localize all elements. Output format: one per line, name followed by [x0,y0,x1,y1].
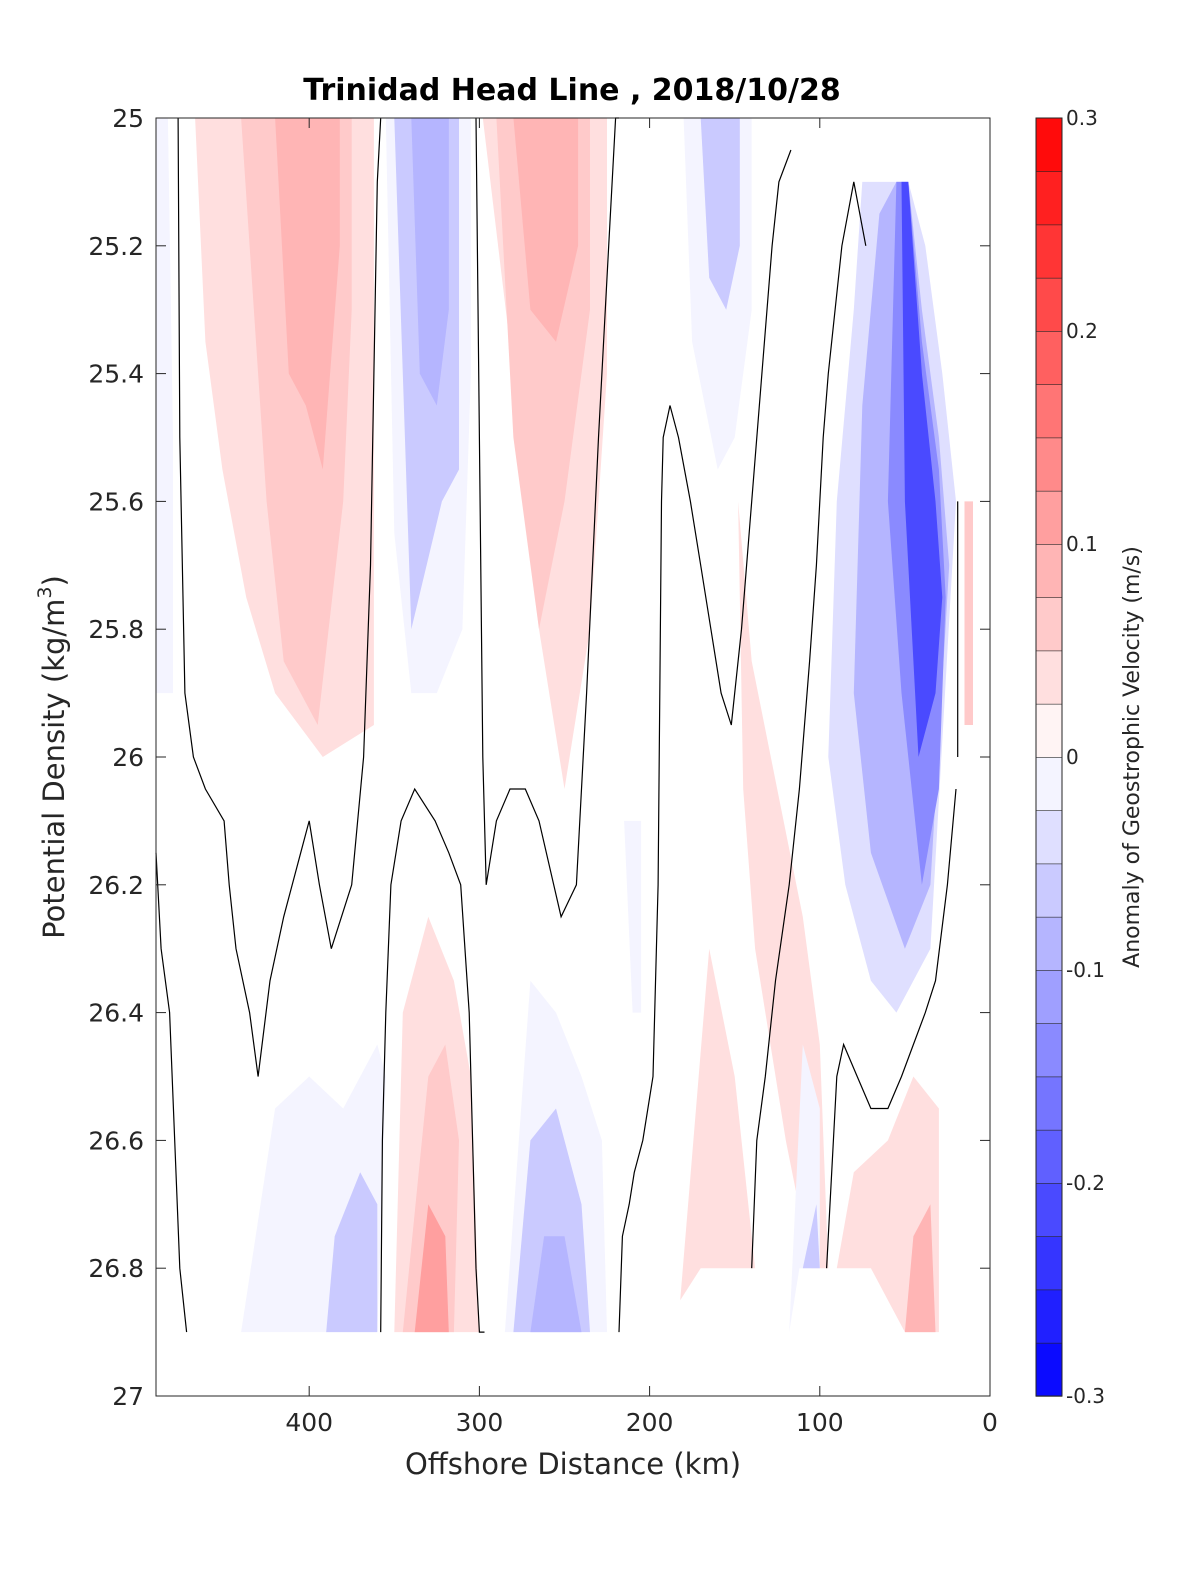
y-tick-label: 25.2 [88,232,144,261]
colorbar-tick-label: -0.2 [1066,1171,1105,1195]
colorbar-band [1035,1235,1063,1291]
contour-region-31 [904,1204,936,1333]
contour-region-25 [530,1236,582,1333]
y-tick-label: 26.4 [88,999,144,1028]
y-tick-label: 25.4 [88,360,144,389]
colorbar-label: Anomaly of Geostrophic Velocity (m/s) [1120,546,1145,968]
colorbar-frame [1035,117,1063,1397]
contour-region-22 [414,1204,449,1333]
plot-area [155,117,991,1397]
colorbar-band [1035,170,1063,226]
y-tick-label: 25.6 [88,487,144,516]
contour-region-29 [802,1204,820,1269]
zero-contour-line-0 [177,117,382,1077]
zero-contour-line-1 [155,852,188,1333]
colorbar-tick-label: 0.1 [1066,532,1098,556]
y-tick-label: 27 [112,1382,144,1411]
y-tick-label: 26.8 [88,1254,144,1283]
colorbar-band [1035,383,1063,439]
contour-region-6 [411,118,449,406]
colorbar-band [1035,490,1063,545]
zero-contour-line-3 [475,117,619,919]
y-axis-label-close: ) [37,575,71,586]
colorbar-tick-label: -0.1 [1066,958,1105,982]
colorbar-band [1035,1129,1063,1184]
colorbar-ticks: 0.3 0.2 0.1 0 -0.1 -0.2 -0.3 [1066,106,1105,1408]
colorbar-band [1035,650,1063,705]
zero-contour-line-4 [618,149,792,1333]
colorbar-band [1035,330,1063,385]
contour-fill-layer [156,118,973,1333]
colorbar-band [1035,863,1063,918]
colorbar-band [1035,703,1063,758]
colorbar-tick-label: 0.3 [1066,106,1098,130]
chart-title: Trinidad Head Line , 2018/10/28 [303,73,840,108]
colorbar-band [1035,117,1063,172]
zero-contour-layer [155,117,959,1333]
contour-region-9 [513,118,579,342]
colorbar-band [1035,437,1063,492]
y-tick-label: 26.6 [88,1126,144,1155]
colorbar-band [1035,1342,1063,1397]
contour-region-26 [624,820,642,1013]
x-axis-label: Offshore Distance (km) [405,1447,741,1481]
colorbar-band [1035,969,1063,1024]
zero-contour-line-5 [751,181,867,1269]
zero-contour-line-2 [380,787,485,1333]
zero-contour-line-6 [826,788,957,1269]
contour-region-3 [275,118,340,470]
colorbar-bands [1035,117,1063,1397]
y-tick-label: 25 [112,104,144,133]
colorbar-band [1035,1182,1063,1237]
colorbar-band [1035,809,1063,865]
y-tick-label: 26.2 [88,871,144,900]
colorbar-tick-label: 0 [1066,745,1079,769]
contour-region-0 [156,118,173,694]
colorbar-tick-label: 0.2 [1066,319,1098,343]
contour-region-16 [901,181,943,757]
y-axis-label-main: Potential Density (kg/m [37,599,71,939]
colorbar-band [1035,916,1063,971]
x-tick-label: 0 [982,1408,998,1437]
colorbar: 0.3 0.2 0.1 0 -0.1 -0.2 -0.3 Anomaly of Geostr… [1035,106,1145,1408]
contour-region-11 [700,118,740,310]
x-tick-label: 400 [285,1408,333,1437]
colorbar-band [1035,277,1063,332]
y-tick-label: 25.8 [88,615,144,644]
colorbar-band [1035,756,1063,811]
y-axis-label: Potential Density (kg/m3) [34,575,71,939]
colorbar-band [1035,1289,1063,1344]
contour-region-27 [680,948,756,1301]
x-tick-label: 200 [626,1408,674,1437]
x-axis: 400 300 200 100 0 [285,118,998,1437]
contour-region-19 [326,1172,378,1333]
y-tick-label: 26 [112,743,144,772]
y-axis-label-superscript: 3 [34,586,56,598]
colorbar-tick-label: -0.3 [1066,1384,1105,1408]
x-tick-label: 300 [456,1408,504,1437]
colorbar-band [1035,224,1063,279]
colorbar-band [1035,1022,1063,1078]
colorbar-band [1035,596,1063,652]
y-axis: 25 25.2 25.4 25.6 25.8 26 26.2 26.4 26.6 26.8 27 [88,104,990,1411]
x-tick-label: 100 [796,1408,844,1437]
colorbar-band [1035,543,1063,598]
colorbar-band [1035,1076,1063,1131]
contour-region-17 [964,501,973,725]
